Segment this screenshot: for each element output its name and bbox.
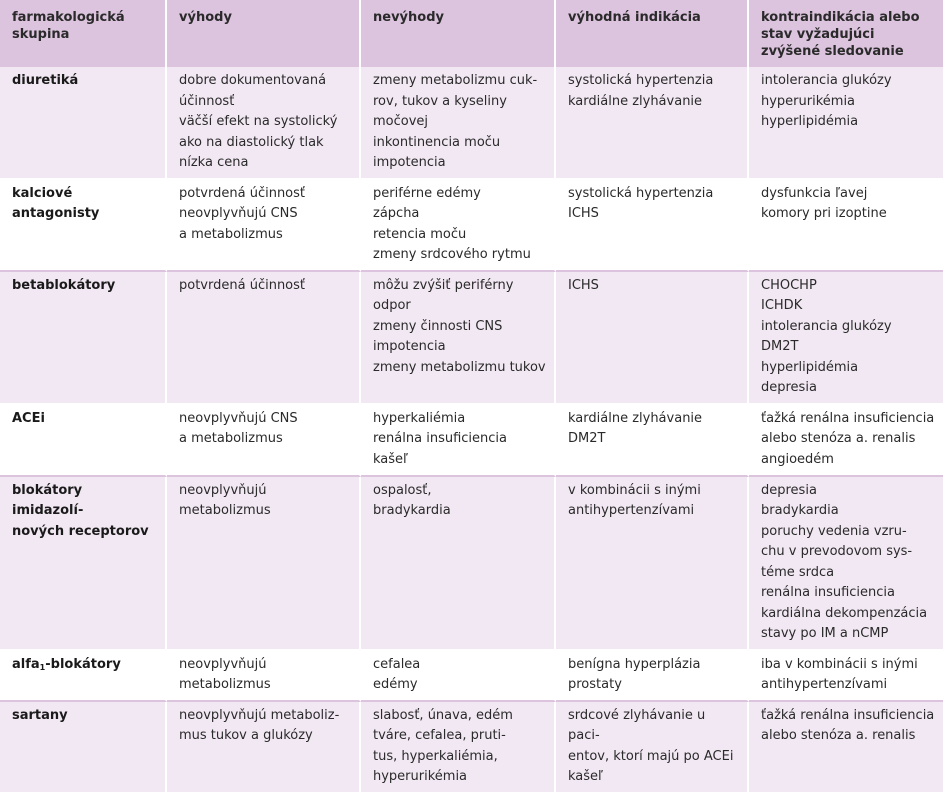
group-cell: diuretiká [0, 67, 167, 180]
disadvantages-cell: môžu zvýšiť periférny odpor zmeny činnos… [361, 271, 556, 405]
indication-cell: systolická hypertenzia ICHS [556, 179, 749, 272]
header-disadvantages: nevýhody [361, 0, 556, 67]
group-cell: blokátory imidazolí- nových receptorov [0, 476, 167, 651]
contraindication-cell: ťažká renálna insuficiencia alebo stenóz… [749, 404, 943, 477]
table-header-row: farmakologická skupina výhody nevýhody v… [0, 0, 943, 67]
disadvantages-cell: cefalea edémy [361, 650, 556, 702]
group-cell: ACEi [0, 404, 167, 477]
disadvantages-cell: hyperkaliémia renálna insuficiencia kaše… [361, 404, 556, 477]
contraindication-cell: intolerancia glukózy hyperurikémia hyper… [749, 67, 943, 180]
table-row: kalciové antagonisty potvrdená účinnosť … [0, 179, 943, 272]
group-suffix: -blokátory [45, 656, 121, 672]
indication-cell: v kombinácii s inými antihypertenzívami [556, 476, 749, 651]
advantages-cell: potvrdená účinnosť neovplyvňujú CNS a me… [167, 179, 361, 272]
indication-cell: ICHS [556, 271, 749, 405]
advantages-cell: dobre dokumentovaná účinnosť väčší efekt… [167, 67, 361, 180]
table-row: diuretiká dobre dokumentovaná účinnosť v… [0, 67, 943, 180]
advantages-cell: potvrdená účinnosť [167, 271, 361, 405]
contraindication-cell: iba v kombinácii s inými antihypertenzív… [749, 650, 943, 702]
table-row: alfa1-blokátory neovplyvňujú metabolizmu… [0, 650, 943, 702]
group-prefix: alfa [12, 656, 40, 672]
header-indication: výhodná indikácia [556, 0, 749, 67]
table-row: betablokátory potvrdená účinnosť môžu zv… [0, 271, 943, 405]
group-cell: betablokátory [0, 271, 167, 405]
header-contraindication: kontraindikácia alebo stav vyžadujúci zv… [749, 0, 943, 67]
indication-cell: benígna hyperplázia prostaty [556, 650, 749, 702]
table-row: ACEi neovplyvňujú CNS a metabolizmus hyp… [0, 404, 943, 477]
group-subscript: 1 [39, 662, 46, 672]
advantages-cell: neovplyvňujú metaboliz- mus tukov a gluk… [167, 701, 361, 794]
advantages-cell: neovplyvňujú metabolizmus [167, 476, 361, 651]
header-advantages: výhody [167, 0, 361, 67]
disadvantages-cell: periférne edémy zápcha retencia moču zme… [361, 179, 556, 272]
group-cell: sartany [0, 701, 167, 794]
disadvantages-cell: zmeny metabolizmu cuk- rov, tukov a kyse… [361, 67, 556, 180]
contraindication-cell: CHOCHP ICHDK intolerancia glukózy DM2T h… [749, 271, 943, 405]
group-cell: alfa1-blokátory [0, 650, 167, 702]
contraindication-cell: ťažká renálna insuficiencia alebo stenóz… [749, 701, 943, 794]
advantages-cell: neovplyvňujú metabolizmus [167, 650, 361, 702]
group-cell: kalciové antagonisty [0, 179, 167, 272]
table-row: sartany neovplyvňujú metaboliz- mus tuko… [0, 701, 943, 794]
disadvantages-cell: slabosť, únava, edém tváre, cefalea, pru… [361, 701, 556, 794]
indication-cell: kardiálne zlyhávanie DM2T [556, 404, 749, 477]
contraindication-cell: depresia bradykardia poruchy vedenia vzr… [749, 476, 943, 651]
indication-cell: systolická hypertenzia kardiálne zlyháva… [556, 67, 749, 180]
contraindication-cell: dysfunkcia ľavej komory pri izoptine [749, 179, 943, 272]
advantages-cell: neovplyvňujú CNS a metabolizmus [167, 404, 361, 477]
header-group: farmakologická skupina [0, 0, 167, 67]
disadvantages-cell: ospalosť, bradykardia [361, 476, 556, 651]
indication-cell: srdcové zlyhávanie u paci- entov, ktorí … [556, 701, 749, 794]
table-row: blokátory imidazolí- nových receptorov n… [0, 476, 943, 651]
